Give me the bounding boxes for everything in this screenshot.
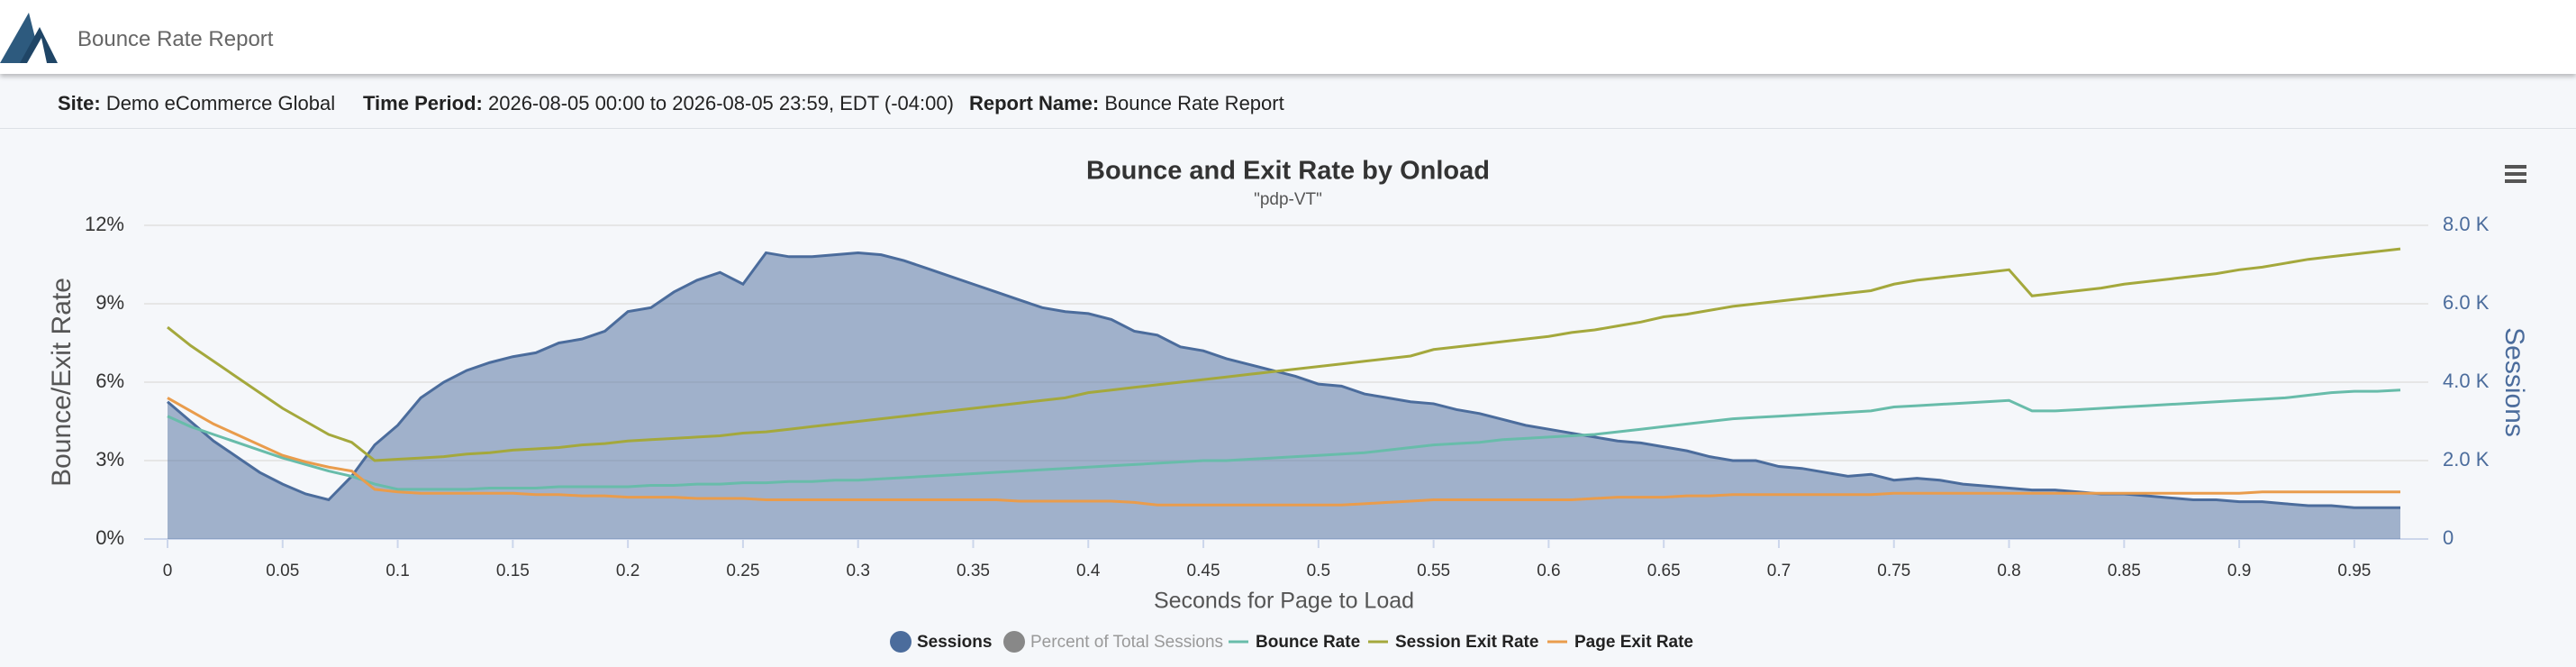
legend-label: Session Exit Rate [1395,633,1538,652]
legend-item[interactable]: Bounce Rate [1229,633,1360,652]
x-tick-label: 0.8 [1997,562,2020,580]
legend-item[interactable]: Session Exit Rate [1368,633,1538,652]
y2-tick-label: 8.0 K [2443,213,2490,235]
legend-item[interactable]: Sessions [890,631,992,653]
info-label: Time Period: [363,92,483,114]
x-tick-label: 0.2 [616,562,639,580]
chart-title: Bounce and Exit Rate by Onload [1086,157,1490,186]
info-value: Bounce Rate Report [1104,92,1284,114]
header: Bounce Rate Report [0,0,2576,74]
x-tick-label: 0.7 [1767,562,1791,580]
x-axis-title: Seconds for Page to Load [1154,589,1414,614]
x-tick-label: 0.6 [1537,562,1560,580]
legend-label: Sessions [917,633,992,652]
legend-label: Bounce Rate [1256,633,1360,652]
legend-label: Page Exit Rate [1574,633,1693,652]
x-tick-label: 0.55 [1417,562,1450,580]
y-axis-title: Bounce/Exit Rate [47,278,77,487]
chart-subtitle: "pdp-VT" [1254,190,1322,209]
y2-axis-title: Sessions [2499,327,2529,437]
info-label: Site: [58,92,101,114]
x-tick-label: 0.45 [1187,562,1220,580]
x-tick-label: 0 [163,562,173,580]
legend-label: Percent of Total Sessions [1030,633,1223,652]
x-tick-label: 0.4 [1076,562,1101,580]
x-tick-label: 0.5 [1307,562,1330,580]
info-value: 2026-08-05 00:00 to 2026-08-05 23:59, ED… [487,92,954,114]
area-fill [168,252,2400,539]
logo [0,13,58,63]
y2-tick-label: 2.0 K [2443,448,2490,471]
x-tick-label: 0.65 [1647,562,1681,580]
y2-tick-label: 4.0 K [2443,370,2490,392]
x-tick-label: 0.9 [2227,562,2251,580]
x-tick-label: 0.35 [957,562,990,580]
y-tick-label: 6% [95,370,124,392]
y2-tick-label: 6.0 K [2443,291,2490,314]
chart: Bounce and Exit Rate by Onload "pdp-VT" … [47,157,2529,653]
legend-symbol [890,631,912,653]
x-tick-label: 0.85 [2108,562,2141,580]
y-tick-label: 0% [95,526,124,549]
legend-item[interactable]: Page Exit Rate [1547,633,1693,652]
y-tick-label: 9% [95,291,124,314]
x-tick-label: 0.75 [1877,562,1910,580]
header-title: Bounce Rate Report [77,27,274,51]
area-line [167,251,2400,509]
info-item: Time Period: 2026-08-05 00:00 to 2026-08… [363,92,954,115]
line [167,397,2400,507]
x-tick-label: 0.05 [266,562,299,580]
legend-symbol [1003,631,1025,653]
x-tick-label: 0.1 [385,562,409,580]
x-tick-label: 0.95 [2337,562,2371,580]
y-tick-label: 12% [85,213,124,235]
info-item: Report Name: Bounce Rate Report [969,92,1284,115]
info-value: Demo eCommerce Global [105,92,336,114]
x-tick-label: 0.25 [726,562,759,580]
y2-tick-label: 0 [2443,526,2454,549]
line [167,388,2401,491]
y-tick-label: 3% [95,448,124,471]
x-tick-label: 0.3 [846,562,869,580]
x-tick-label: 0.15 [496,562,530,580]
legend-item[interactable]: Percent of Total Sessions [1003,631,1223,653]
info-item: Site: Demo eCommerce Global [58,92,335,115]
line [167,247,2401,462]
info-label: Report Name: [969,92,1100,114]
menu-button[interactable] [2505,165,2526,183]
info-bar: Site: Demo eCommerce Global Time Period:… [0,78,2576,129]
